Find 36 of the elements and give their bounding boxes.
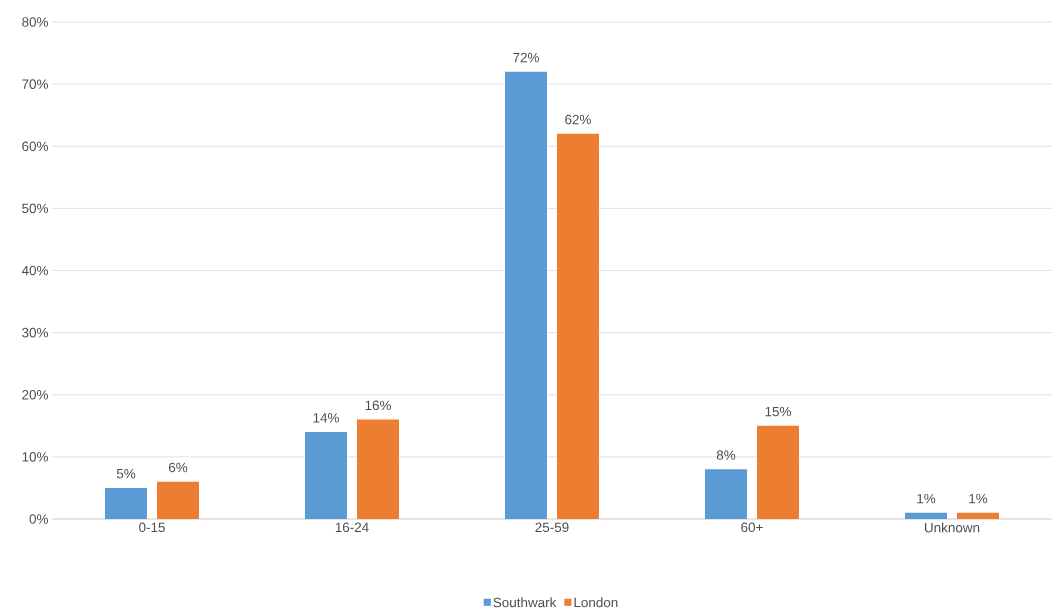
x-tick-label: 16-24: [335, 522, 369, 533]
data-label: 14%: [313, 413, 339, 423]
y-tick-label: 40%: [21, 265, 48, 276]
bar: [157, 481, 199, 519]
data-label: 1%: [917, 493, 936, 504]
y-tick-label: 60%: [22, 141, 48, 152]
x-tick-label: 25-59: [535, 522, 569, 533]
data-label: 6%: [168, 462, 188, 473]
data-label: 8%: [716, 450, 736, 460]
y-tick-label: 50%: [22, 203, 48, 214]
bar: [956, 512, 999, 519]
bar: [105, 487, 147, 519]
bar: [704, 469, 747, 519]
y-tick-label: 70%: [22, 79, 48, 89]
bar: [556, 133, 599, 519]
data-label: 1%: [969, 493, 988, 504]
legend-label: London: [574, 597, 618, 608]
legend-label: Southwark: [493, 597, 557, 608]
data-label: 62%: [565, 114, 591, 125]
data-label: 15%: [765, 406, 791, 417]
y-tick-label: 20%: [22, 389, 48, 400]
y-tick-label: 80%: [22, 17, 48, 27]
bar: [504, 71, 547, 519]
data-label: 72%: [513, 52, 539, 63]
y-tick-label: 30%: [22, 327, 48, 338]
data-label: 16%: [365, 400, 391, 411]
bar: [756, 425, 799, 519]
x-tick-label: 0-15: [139, 522, 165, 533]
y-tick-label: 0%: [29, 514, 48, 524]
x-tick-label: 60+: [741, 522, 763, 533]
bar: [357, 419, 399, 519]
bar: [904, 512, 947, 519]
bar: [305, 432, 347, 519]
y-tick-label: 10%: [22, 452, 48, 462]
data-label: 5%: [116, 468, 136, 479]
x-tick-label: Unknown: [924, 522, 980, 533]
